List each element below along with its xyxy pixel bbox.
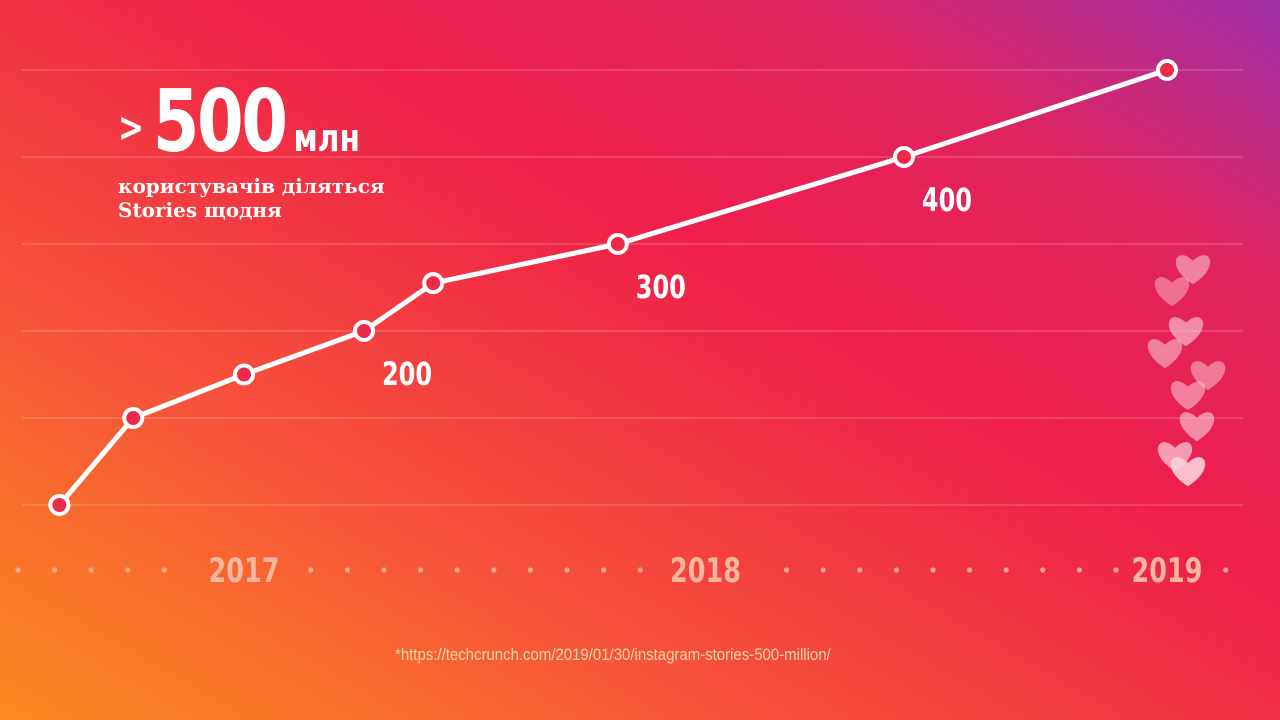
heart-icon xyxy=(1175,255,1211,285)
x-tick-label: 2018 xyxy=(670,551,741,591)
axis-dot xyxy=(820,567,826,573)
heart-icon xyxy=(1168,317,1204,347)
axis-dot xyxy=(637,567,643,573)
heart-icon xyxy=(1170,381,1206,411)
axis-dot xyxy=(601,567,607,573)
axis-dot xyxy=(1003,567,1009,573)
data-point xyxy=(48,494,71,516)
subtitle: користувачів діляться Stories щодня xyxy=(118,174,385,222)
subtitle-line1: користувачів діляться xyxy=(118,174,385,198)
axis-dot xyxy=(564,567,570,573)
axis-dot xyxy=(1223,567,1229,573)
data-point xyxy=(122,407,145,429)
data-label: 300 xyxy=(636,269,686,306)
axis-dot xyxy=(381,567,387,573)
axis-dot xyxy=(1076,567,1082,573)
series-line xyxy=(57,67,1168,507)
axis-dot xyxy=(418,567,424,573)
axis-dot xyxy=(88,567,94,573)
axis-dot xyxy=(1113,567,1119,573)
axis-dot xyxy=(125,567,131,573)
heart-icon xyxy=(1179,412,1215,442)
headline: >500 млн xyxy=(118,72,428,188)
axis-dot xyxy=(15,567,21,573)
axis-dot xyxy=(308,567,314,573)
data-point xyxy=(233,363,255,386)
axis-dot xyxy=(52,567,58,573)
x-tick-label: 2017 xyxy=(209,551,280,591)
heart-icon xyxy=(1147,339,1183,369)
headline-value: 500 xyxy=(152,72,288,172)
source-footnote: *https://techcrunch.com/2019/01/30/insta… xyxy=(395,645,831,664)
axis-dot xyxy=(967,567,973,573)
x-tick-label: 2019 xyxy=(1132,551,1203,591)
headline-unit: млн xyxy=(293,116,360,160)
data-point xyxy=(892,146,915,168)
axis-dot xyxy=(1040,567,1046,573)
data-point xyxy=(352,320,375,342)
heart-icon xyxy=(1170,457,1206,487)
data-label: 200 xyxy=(382,356,432,393)
axis-dot xyxy=(454,567,460,573)
axis-dot xyxy=(161,567,167,573)
data-point xyxy=(422,272,445,295)
axis-dot xyxy=(344,567,350,573)
data-point xyxy=(606,233,629,255)
heart-icon xyxy=(1154,277,1190,307)
headline-prefix: > xyxy=(118,104,144,151)
axis-dot xyxy=(857,567,863,573)
data-label: 400 xyxy=(922,182,972,219)
axis-dot xyxy=(930,567,936,573)
axis-dot xyxy=(893,567,900,573)
axis-dot xyxy=(784,567,790,573)
axis-dot xyxy=(527,567,534,573)
data-point xyxy=(1156,59,1178,81)
axis-dot xyxy=(491,567,497,573)
subtitle-line2: Stories щодня xyxy=(118,198,282,222)
